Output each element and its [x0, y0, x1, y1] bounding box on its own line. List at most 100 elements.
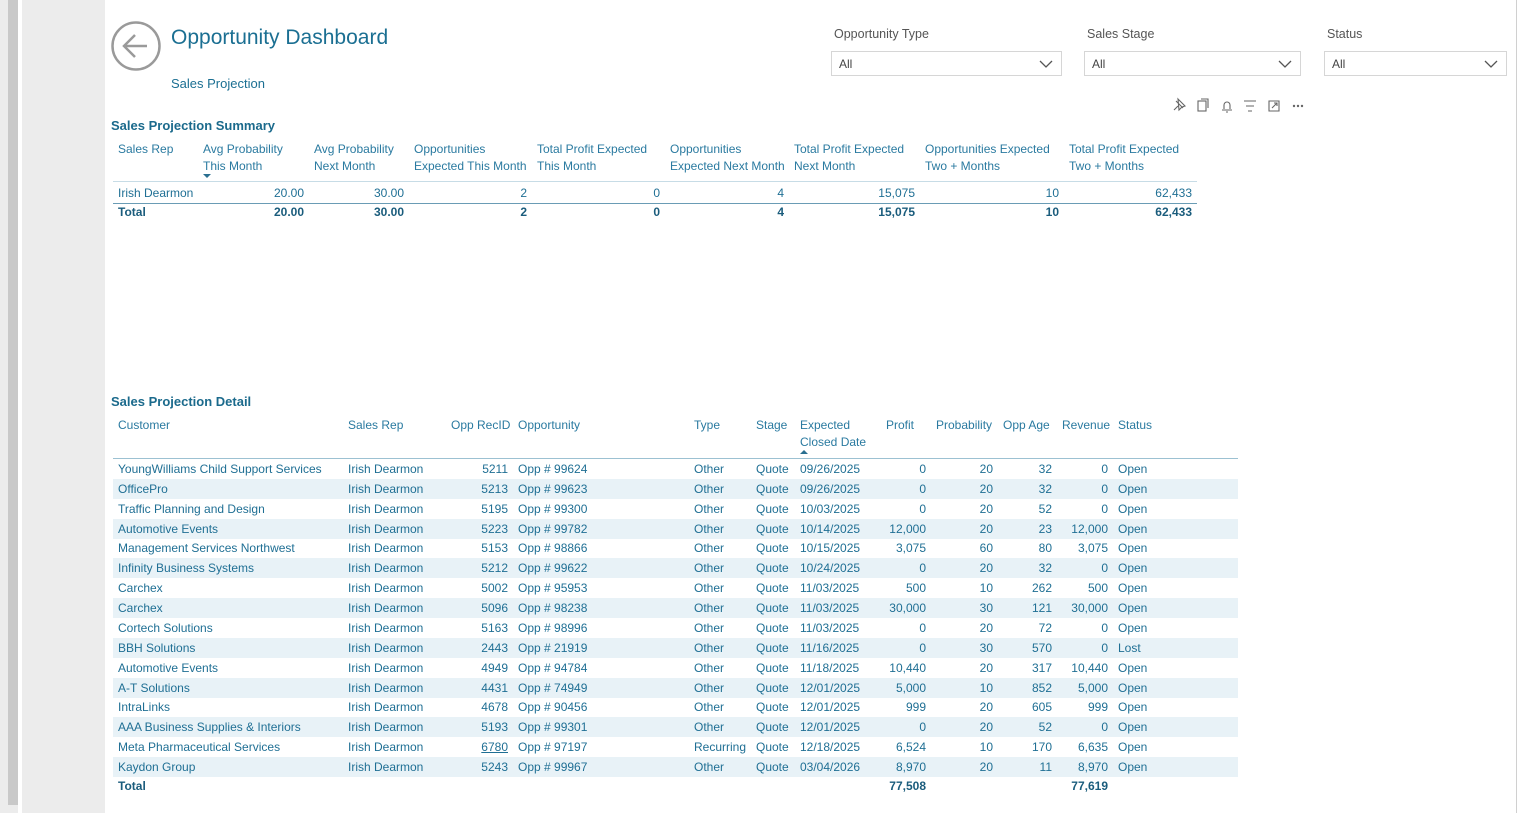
table-cell: Open: [1118, 462, 1148, 476]
column-header: Two + Months: [925, 159, 1001, 173]
table-cell: Kaydon Group: [118, 760, 196, 775]
table-cell: Opp # 99624: [518, 462, 588, 476]
table-cell: 62,433: [1155, 186, 1192, 200]
table-cell: 10: [979, 740, 993, 755]
table-cell: Quote: [756, 521, 789, 536]
table-cell: 0: [1101, 561, 1108, 576]
table-cell: 0: [919, 720, 926, 735]
table-cell: Open: [1118, 581, 1148, 596]
table-cell: Quote: [756, 660, 789, 675]
table-cell: Other: [694, 620, 725, 635]
table-cell: 500: [905, 581, 926, 596]
total-rule: [113, 203, 1197, 204]
filter-dropdown[interactable]: All: [1324, 51, 1507, 76]
column-header: Sales Rep: [348, 418, 404, 432]
table-cell: 5002: [481, 581, 508, 596]
table-cell: 5211: [482, 462, 508, 476]
table-cell: 12/01/2025: [800, 720, 861, 735]
total-cell: 30.00: [373, 205, 404, 219]
table-cell: Open: [1118, 561, 1148, 576]
table-cell: 852: [1031, 680, 1052, 695]
total-cell: 77,508: [889, 779, 926, 793]
table-cell: 0: [1101, 620, 1108, 635]
column-header: Customer: [118, 418, 171, 432]
table-cell: 30: [979, 601, 993, 616]
column-header: Expected Next Month: [670, 159, 785, 173]
filter-icon[interactable]: [1244, 100, 1256, 112]
table-cell: Open: [1118, 620, 1148, 635]
table-cell[interactable]: 6780: [481, 740, 508, 755]
filter-dropdown[interactable]: All: [1084, 51, 1301, 76]
column-header: Next Month: [794, 159, 856, 173]
table-cell: 12/01/2025: [800, 680, 861, 695]
table-cell: Open: [1118, 700, 1148, 715]
total-cell: 2: [520, 205, 527, 219]
column-header: Sales Rep: [118, 142, 174, 156]
table-cell: IntraLinks: [118, 700, 171, 715]
column-header: Next Month: [314, 159, 376, 173]
table-cell: Carchex: [118, 581, 163, 596]
table-cell: Irish Dearmon: [348, 581, 424, 596]
table-cell: Quote: [756, 700, 789, 715]
table-cell: Opp # 90456: [518, 700, 588, 715]
table-cell: Quote: [756, 720, 789, 735]
column-header: Profit: [886, 418, 915, 432]
table-cell: Opp # 99300: [518, 501, 588, 516]
filter-label: Opportunity Type: [834, 27, 929, 41]
table-cell: 11/03/2025: [800, 601, 860, 616]
column-header: Revenue: [1062, 418, 1111, 432]
table-cell: 09/26/2025: [800, 481, 861, 496]
table-cell: 30: [979, 640, 993, 655]
table-cell: 11/03/2025: [800, 581, 860, 596]
table-cell: 11/03/2025: [800, 620, 860, 635]
column-header: Opportunities Expected: [925, 142, 1050, 156]
table-cell: 32: [1038, 462, 1052, 476]
header-rule: [113, 458, 1238, 459]
table-cell: Irish Dearmon: [348, 760, 424, 775]
more-icon[interactable]: [1292, 104, 1304, 108]
alert-icon[interactable]: [1222, 101, 1232, 113]
table-cell: Quote: [756, 640, 789, 655]
table-cell: Other: [694, 481, 725, 496]
table-cell: 999: [905, 700, 926, 715]
total-cell: Total: [118, 205, 146, 219]
table-cell: Management Services Northwest: [118, 541, 295, 556]
filter-label: Sales Stage: [1087, 27, 1155, 41]
table-cell: Carchex: [118, 601, 163, 616]
visual-toolbar: [1173, 97, 1304, 113]
focus-icon[interactable]: [1268, 100, 1280, 112]
table-cell: 5193: [481, 720, 508, 735]
column-header: Opp Age: [1003, 418, 1050, 432]
pin-icon[interactable]: [1173, 97, 1187, 112]
table-cell: 262: [1031, 581, 1052, 596]
table-cell: 30,000: [889, 601, 926, 616]
back-button[interactable]: [110, 21, 162, 73]
total-cell: 10: [1045, 205, 1059, 219]
filter-value: All: [1332, 57, 1346, 71]
table-cell: Other: [694, 700, 725, 715]
copy-icon[interactable]: [1197, 100, 1207, 112]
table-cell: Opp # 98238: [518, 601, 588, 616]
column-header: Expected This Month: [414, 159, 527, 173]
table-cell: Opp # 98866: [518, 541, 588, 556]
scrollbar[interactable]: [8, 0, 18, 805]
table-cell: OfficePro: [118, 481, 168, 496]
table-cell: 0: [1101, 720, 1108, 735]
table-cell: Other: [694, 501, 725, 516]
side-gap: [18, 0, 22, 813]
table-cell: Automotive Events: [118, 521, 219, 536]
table-cell: BBH Solutions: [118, 640, 196, 655]
row-band: [113, 637, 1238, 658]
table-cell: Other: [694, 601, 725, 616]
table-cell: 10/14/2025: [800, 521, 861, 536]
table-cell: Quote: [756, 581, 789, 596]
table-cell: Quote: [756, 501, 789, 516]
table-cell: 23: [1038, 521, 1052, 536]
table-cell: 10/03/2025: [800, 501, 861, 516]
filter-dropdown[interactable]: All: [831, 51, 1062, 76]
table-cell: 3,075: [1077, 541, 1108, 556]
table-cell: 5096: [481, 601, 508, 616]
table-cell: Other: [694, 581, 725, 596]
table-cell: Irish Dearmon: [348, 601, 424, 616]
table-cell: 5213: [481, 481, 508, 496]
